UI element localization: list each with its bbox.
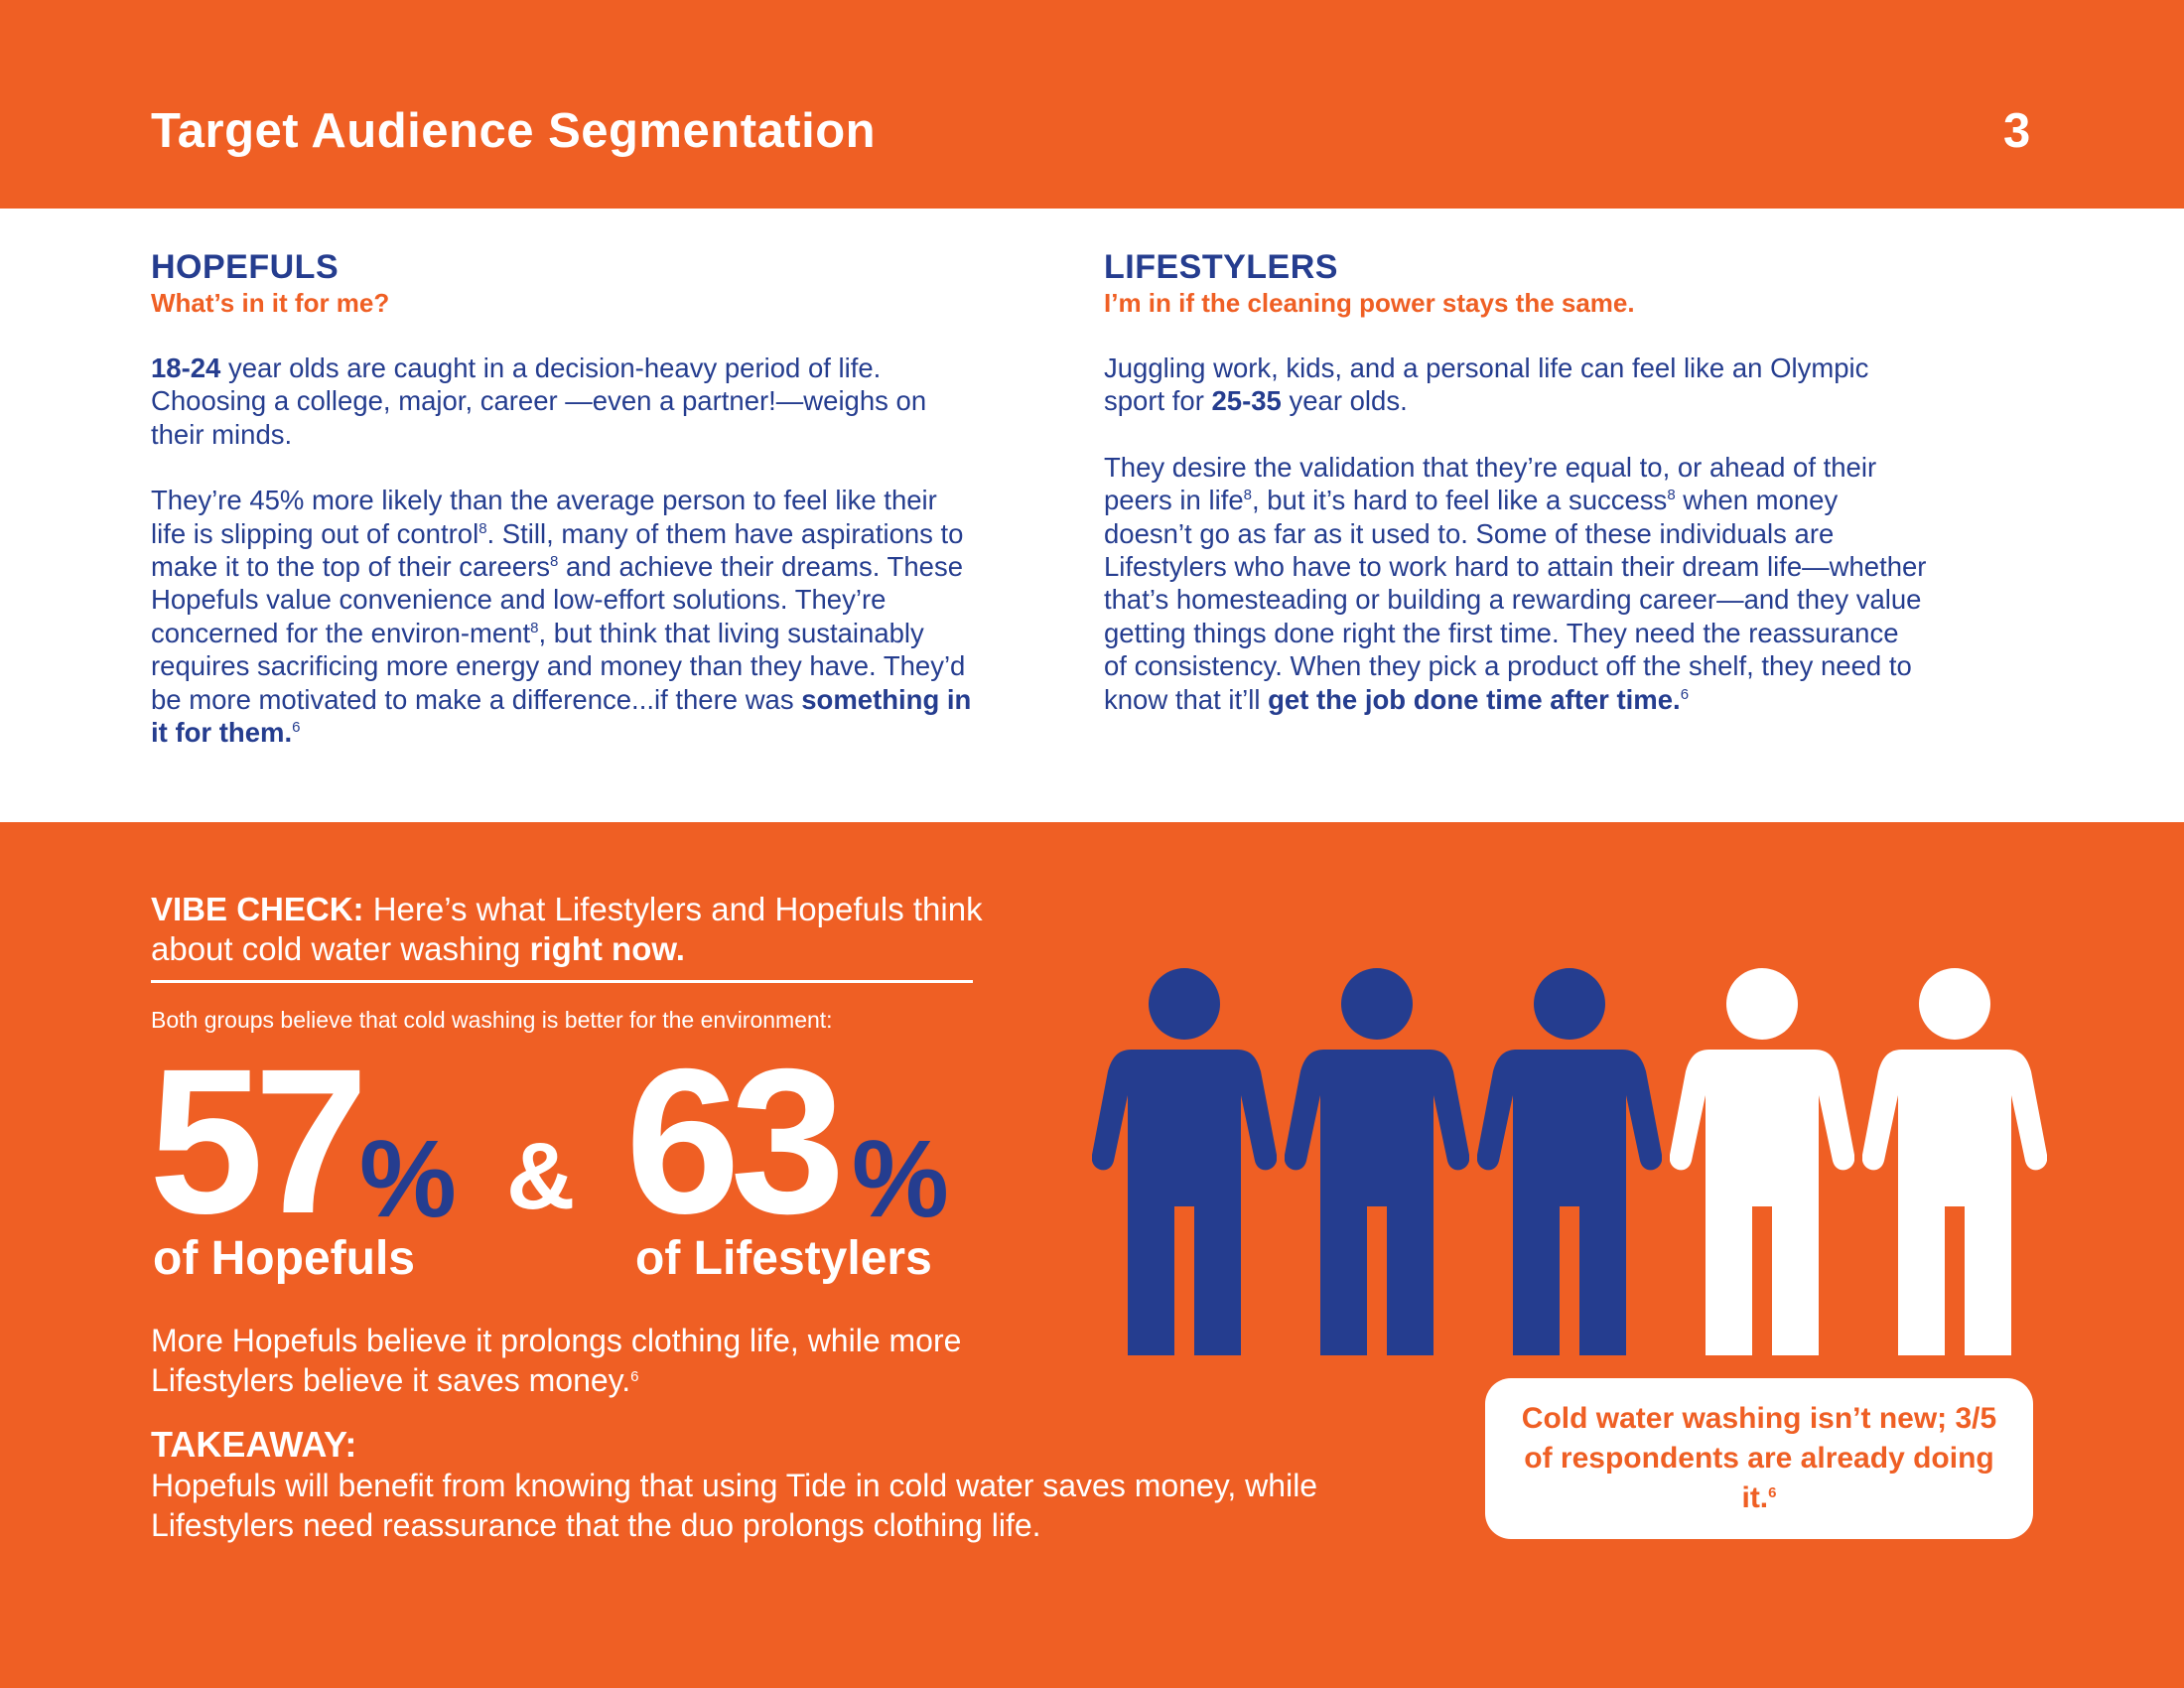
both-groups-statement: Both groups believe that cold washing is…	[151, 1007, 833, 1033]
person-icon	[1862, 968, 2047, 1355]
person-body	[1477, 1050, 1662, 1355]
person-head	[1726, 968, 1798, 1040]
header-band: Target Audience Segmentation 3	[0, 0, 2184, 209]
footnote-ref: 8	[478, 519, 487, 537]
footnote-ref: 8	[530, 619, 539, 636]
person-head	[1149, 968, 1220, 1040]
person-head	[1341, 968, 1413, 1040]
footnote-ref: 8	[1243, 487, 1252, 504]
lifestylers-stat-value: 63	[625, 1027, 845, 1257]
hopefuls-p2-c: and achieve their dreams. These Hopefuls…	[151, 551, 963, 648]
person-icon	[1285, 968, 1469, 1355]
people-pictogram	[1092, 968, 2050, 1355]
lifestylers-p1-a: Juggling work, kids, and a personal life…	[1104, 352, 1869, 417]
lifestylers-percent-sign: %	[852, 1118, 949, 1240]
person-body	[1670, 1050, 1854, 1355]
callout-text: Cold water washing isn’t new; 3/5 of res…	[1521, 1399, 1997, 1518]
hopefuls-heading: HOPEFULS	[151, 248, 340, 286]
footnote-ref: 8	[1667, 487, 1676, 504]
hopefuls-paragraph-2: They’re 45% more likely than the average…	[151, 484, 975, 749]
takeaway-label: TAKEAWAY:	[151, 1424, 357, 1465]
person-body	[1092, 1050, 1277, 1355]
footnote-ref: 6	[630, 1368, 639, 1385]
takeaway-text: Hopefuls will benefit from knowing that …	[151, 1468, 1318, 1543]
person-head	[1534, 968, 1605, 1040]
person-icon	[1092, 968, 1277, 1355]
comparison-text-body: More Hopefuls believe it prolongs clothi…	[151, 1323, 962, 1398]
hopefuls-age-range: 18-24	[151, 352, 221, 383]
person-head	[1919, 968, 1990, 1040]
callout-box: Cold water washing isn’t new; 3/5 of res…	[1485, 1378, 2033, 1539]
lifestylers-p2-a: They desire the validation that they’re …	[1104, 451, 1877, 516]
vibe-check-text: Here’s what Lifestylers and Hopefuls thi…	[151, 891, 983, 967]
lifestylers-subheading: I’m in if the cleaning power stays the s…	[1104, 288, 1635, 318]
person-body	[1862, 1050, 2047, 1355]
hopefuls-percent-sign: %	[359, 1118, 457, 1240]
lifestylers-age-range: 25-35	[1211, 385, 1282, 417]
person-icon	[1670, 968, 1854, 1355]
footnote-ref: 8	[550, 553, 559, 571]
lifestylers-p1-b: year olds.	[1281, 385, 1408, 417]
person-body	[1285, 1050, 1469, 1355]
vibe-check-band	[0, 822, 2184, 1688]
lifestylers-paragraph-1: Juggling work, kids, and a personal life…	[1104, 352, 1928, 418]
divider	[151, 980, 973, 983]
vibe-check-intro: VIBE CHECK: Here’s what Lifestylers and …	[151, 890, 1044, 969]
lifestylers-stat-caption: of Lifestylers	[635, 1232, 932, 1285]
hopefuls-p2-a: They’re 45% more likely than the average…	[151, 485, 937, 549]
lifestylers-section: LIFESTYLERS I’m in if the cleaning power…	[1104, 248, 1928, 716]
lifestylers-p2-c: when money doesn’t go as far as it used …	[1104, 485, 1927, 715]
person-icon	[1477, 968, 1662, 1355]
hopefuls-stat-value: 57	[149, 1027, 368, 1257]
page-title: Target Audience Segmentation	[151, 104, 877, 158]
vibe-check-label: VIBE CHECK:	[151, 891, 364, 927]
lifestylers-p2-bold: get the job done time after time.	[1268, 683, 1681, 715]
comparison-text: More Hopefuls believe it prolongs clothi…	[151, 1321, 1064, 1400]
footnote-ref: 6	[1768, 1484, 1777, 1501]
hopefuls-p1-text: year olds are caught in a decision-heavy…	[151, 352, 927, 450]
callout-body: Cold water washing isn’t new; 3/5 of res…	[1521, 1402, 1997, 1514]
footnote-ref: 6	[1680, 685, 1690, 703]
lifestylers-paragraph-2: They desire the validation that they’re …	[1104, 451, 1928, 716]
hopefuls-p2-d: , but think that living sustainably requ…	[151, 617, 966, 715]
hopefuls-p2-b: . Still, many of them have aspirations t…	[151, 517, 964, 583]
page-number: 3	[2003, 104, 2031, 158]
hopefuls-stat-caption: of Hopefuls	[153, 1232, 415, 1285]
ampersand: &	[506, 1123, 576, 1229]
hopefuls-section: HOPEFULS What’s in it for me? 18-24 year…	[151, 248, 975, 749]
lifestylers-p2-b: , but it’s hard to feel like a success	[1251, 485, 1668, 516]
footnote-ref: 6	[292, 719, 301, 737]
lifestylers-heading: LIFESTYLERS	[1104, 248, 1338, 286]
hopefuls-paragraph-1: 18-24 year olds are caught in a decision…	[151, 352, 975, 451]
vibe-check-bold-end: right now.	[529, 930, 685, 967]
hopefuls-subheading: What’s in it for me?	[151, 288, 390, 318]
hopefuls-p2-bold: something in it for them.	[151, 683, 972, 749]
